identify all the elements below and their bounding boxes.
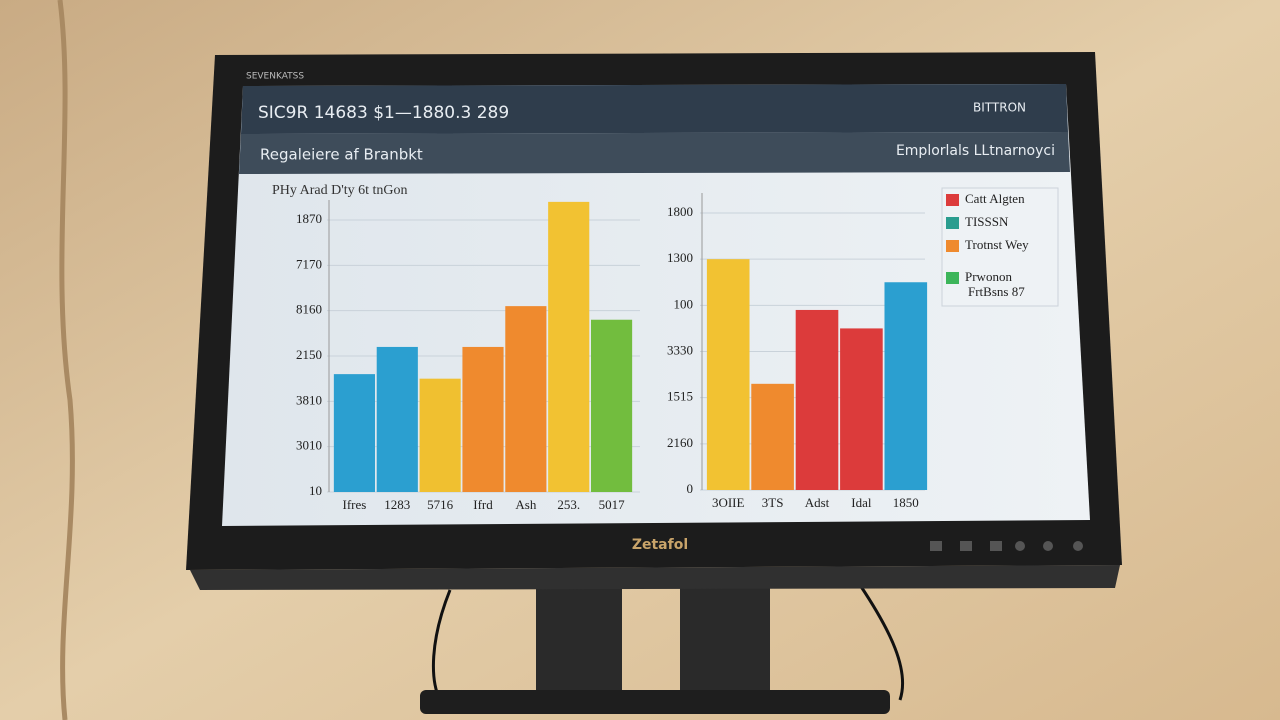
bar [591, 319, 633, 492]
bar [505, 306, 547, 492]
y-tick-label: 3810 [296, 392, 322, 407]
bar [795, 309, 839, 490]
x-tick-label: 5716 [427, 497, 454, 512]
y-tick-label: 1800 [667, 204, 693, 219]
legend-label: Prwonon [965, 269, 1012, 284]
legend-swatch [946, 194, 959, 206]
bar [333, 374, 375, 492]
bar [419, 378, 461, 492]
x-tick-label: 253. [557, 497, 580, 512]
y-tick-label: 2160 [667, 435, 693, 450]
bar [376, 346, 418, 492]
stand-left [536, 580, 622, 695]
x-tick-label: Ifres [343, 497, 367, 512]
bar [751, 383, 794, 490]
x-tick-label: 3OIIE [712, 495, 745, 510]
bar [548, 201, 590, 492]
y-tick-label: 1300 [667, 250, 693, 265]
y-tick-label: 1515 [667, 389, 693, 404]
x-tick-label: 1850 [893, 495, 919, 510]
x-tick-label: Ash [515, 497, 536, 512]
bar [462, 346, 504, 492]
legend-label: Catt Algten [965, 191, 1025, 206]
header-bar [241, 84, 1068, 134]
legend-swatch [946, 240, 959, 252]
stand-base [420, 690, 890, 714]
button[interactable] [990, 541, 1002, 551]
y-tick-label: 1870 [296, 211, 322, 226]
wall-crack [57, 0, 75, 720]
y-tick-label: 10 [309, 483, 322, 498]
button[interactable] [1015, 541, 1025, 551]
subheader-right: Emplorlals LLtnarnoyci [896, 143, 1055, 159]
button[interactable] [930, 541, 942, 551]
header-title: SIC9R 14683 $1—1880.3 289 [258, 103, 509, 123]
bar [884, 282, 928, 490]
x-tick-label: Ifrd [473, 497, 493, 512]
chart-title: PHy Arad D'ty 6t tnGon [272, 183, 408, 198]
x-tick-label: 3TS [762, 495, 784, 510]
legend-sublabel: FrtBsns 87 [968, 284, 1025, 299]
button[interactable] [1043, 541, 1053, 551]
header-right: BITTRON [973, 101, 1026, 115]
stand-right [680, 580, 770, 695]
power-button[interactable] [1073, 541, 1083, 551]
bezel-bottom [190, 565, 1120, 590]
legend-swatch [946, 272, 959, 284]
bezel-buttons[interactable] [930, 541, 1083, 551]
legend-label: TISSSN [965, 214, 1009, 229]
y-tick-label: 0 [687, 481, 694, 496]
legend-box [941, 187, 1059, 307]
button[interactable] [960, 541, 972, 551]
subheader-bar [239, 132, 1070, 174]
charts: 10 3010 3810 2150 8160 7170 1870 Ifres 1283 5716 I… [296, 191, 1029, 512]
x-tick-label: Adst [805, 495, 830, 510]
y-tick-label: 3010 [296, 438, 322, 453]
legend-swatch [946, 217, 959, 229]
y-tick-label: 7170 [296, 256, 322, 271]
x-tick-label: 1283 [384, 497, 410, 512]
y-tick-label: 100 [674, 296, 694, 311]
y-tick-label: 8160 [296, 302, 322, 317]
x-tick-label: 5017 [599, 497, 626, 512]
bezel-label: SEVENKATSS [246, 72, 304, 82]
bar [840, 328, 883, 490]
y-tick-label: 3330 [667, 342, 693, 357]
subheader-left: Regaleiere af Branbkt [260, 146, 423, 164]
brand: Zetafol [632, 537, 688, 553]
bar [706, 259, 750, 490]
y-tick-label: 2150 [296, 347, 322, 362]
x-tick-label: Idal [851, 495, 872, 510]
legend-label: Trotnst Wey [965, 237, 1029, 252]
